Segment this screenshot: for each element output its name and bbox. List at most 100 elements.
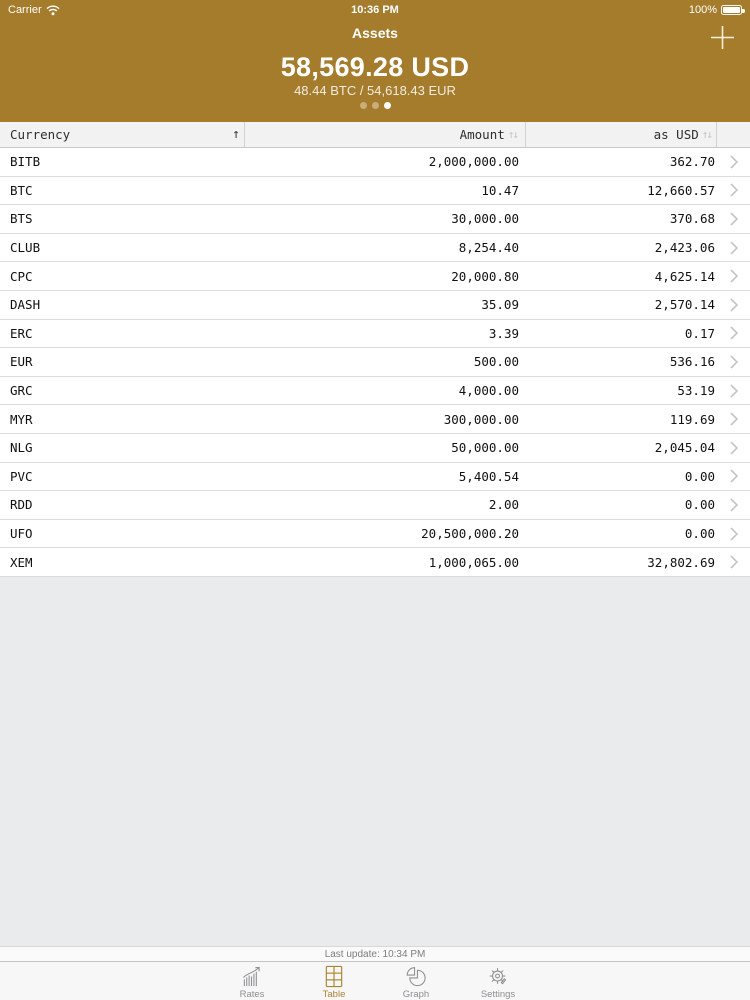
row-currency: BITB: [10, 154, 41, 170]
row-usd: 2,570.14: [654, 297, 715, 313]
row-usd: 0.17: [684, 325, 715, 341]
row-usd: 536.16: [669, 354, 715, 370]
row-currency: CPC: [10, 268, 33, 284]
status-right: 100%: [622, 4, 745, 16]
status-time: 10:36 PM: [351, 4, 399, 16]
tab-label: Table: [322, 989, 346, 1000]
row-currency: EUR: [10, 354, 33, 370]
column-header-amount[interactable]: Amount ↑↓: [245, 122, 526, 147]
table-row[interactable]: DASH 35.09 2,570.14: [0, 290, 750, 320]
row-usd: 53.19: [677, 383, 715, 399]
row-usd: 12,660.57: [647, 182, 715, 198]
row-currency: BTS: [10, 211, 33, 227]
table-row[interactable]: RDD 2.00 0.00: [0, 491, 750, 520]
chevron-right-icon: [717, 383, 750, 398]
chevron-right-icon: [717, 155, 750, 169]
add-asset-button[interactable]: [704, 19, 740, 55]
table-row[interactable]: PVC 5,400.54 0.00: [0, 462, 750, 492]
chevron-right-icon: [717, 183, 750, 197]
bar-chart-icon: [243, 966, 260, 987]
tab-label: Rates: [239, 989, 265, 1000]
table-grid-icon: [325, 965, 343, 988]
row-currency: NLG: [10, 440, 33, 456]
tab-settings[interactable]: Settings: [462, 962, 534, 1000]
chevron-right-icon: [717, 441, 750, 455]
row-amount: 500.00: [473, 354, 519, 370]
total-value: 58,569.28 USD: [280, 52, 470, 82]
row-amount: 30,000.00: [451, 211, 519, 227]
tab-table[interactable]: Table: [298, 962, 370, 1000]
row-currency: DASH: [10, 297, 41, 313]
chevron-right-icon: [717, 355, 750, 369]
column-header-currency[interactable]: Currency ↑: [0, 122, 245, 147]
wifi-icon: [46, 4, 60, 15]
table-row[interactable]: CPC 20,000.80 4,625.14: [0, 262, 750, 291]
chevron-right-icon: [717, 241, 750, 255]
total-alt-currencies: 48.44 BTC / 54,618.43 EUR: [294, 83, 456, 98]
battery-icon: [720, 5, 745, 15]
row-amount: 20,000.80: [451, 268, 519, 284]
column-label: Amount: [459, 127, 505, 142]
last-update-bar: Last update: 10:34 PM: [0, 946, 750, 962]
table-row[interactable]: XEM 1,000,065.00 32,802.69: [0, 548, 750, 577]
asset-table: BITB 2,000,000.00 362.70 BTC 10.47 12,66…: [0, 148, 750, 577]
row-amount: 8,254.40: [458, 240, 519, 256]
row-amount: 5,400.54: [458, 468, 519, 484]
row-amount: 35.09: [481, 297, 519, 313]
table-row[interactable]: EUR 500.00 536.16: [0, 348, 750, 377]
sort-both-icon: ↑↓: [701, 128, 713, 141]
status-bar: Carrier 10:36 PM 100%: [0, 0, 750, 20]
tab-rates[interactable]: Rates: [216, 962, 288, 1000]
row-amount: 4,000.00: [458, 383, 519, 399]
row-usd: 32,802.69: [647, 554, 715, 570]
tab-label: Settings: [480, 989, 516, 1000]
plus-icon: [710, 25, 734, 49]
tab-label: Graph: [402, 989, 430, 1000]
column-label: Currency: [10, 127, 71, 142]
row-amount: 1,000,065.00: [428, 554, 519, 570]
table-row[interactable]: UFO 20,500,000.20 0.00: [0, 519, 750, 549]
column-label: as USD: [653, 127, 699, 142]
chevron-right-icon: [717, 555, 750, 569]
row-usd: 119.69: [669, 411, 715, 427]
row-amount: 3.39: [488, 325, 519, 341]
table-row[interactable]: CLUB 8,254.40 2,423.06: [0, 233, 750, 263]
chevron-right-icon: [717, 526, 750, 541]
page-title: Assets: [352, 25, 398, 41]
sort-both-icon: ↑↓: [507, 128, 519, 141]
row-usd: 370.68: [669, 211, 715, 227]
row-currency: UFO: [10, 526, 33, 542]
table-row[interactable]: BTS 30,000.00 370.68: [0, 205, 750, 234]
row-amount: 50,000.00: [451, 440, 519, 456]
chevron-right-icon: [717, 498, 750, 512]
table-row[interactable]: GRC 4,000.00 53.19: [0, 376, 750, 406]
column-header-usd[interactable]: as USD ↑↓: [526, 122, 717, 147]
row-currency: XEM: [10, 554, 33, 570]
row-currency: PVC: [10, 468, 33, 484]
row-currency: BTC: [10, 182, 33, 198]
chevron-right-icon: [717, 412, 750, 426]
row-currency: GRC: [10, 383, 33, 399]
row-currency: RDD: [10, 497, 33, 513]
status-left: Carrier: [8, 4, 128, 16]
table-row[interactable]: BITB 2,000,000.00 362.70: [0, 148, 750, 177]
row-usd: 0.00: [684, 468, 715, 484]
chevron-column-spacer: [717, 122, 750, 147]
tab-graph[interactable]: Graph: [380, 962, 452, 1000]
chevron-right-icon: [717, 212, 750, 226]
page-dots[interactable]: [0, 102, 750, 109]
table-row[interactable]: BTC 10.47 12,660.57: [0, 176, 750, 206]
table-header: Currency ↑ Amount ↑↓ as USD ↑↓: [0, 122, 750, 148]
page-dot: [371, 102, 379, 109]
row-usd: 2,045.04: [654, 440, 715, 456]
table-row[interactable]: ERC 3.39 0.17: [0, 319, 750, 349]
row-usd: 2,423.06: [654, 240, 715, 256]
carrier-label: Carrier: [8, 4, 42, 16]
table-row[interactable]: MYR 300,000.00 119.69: [0, 405, 750, 434]
table-row[interactable]: NLG 50,000.00 2,045.04: [0, 433, 750, 463]
nav-bar: Assets: [0, 20, 750, 49]
chevron-right-icon: [717, 326, 750, 340]
row-amount: 10.47: [481, 182, 519, 198]
empty-area: [0, 576, 750, 946]
